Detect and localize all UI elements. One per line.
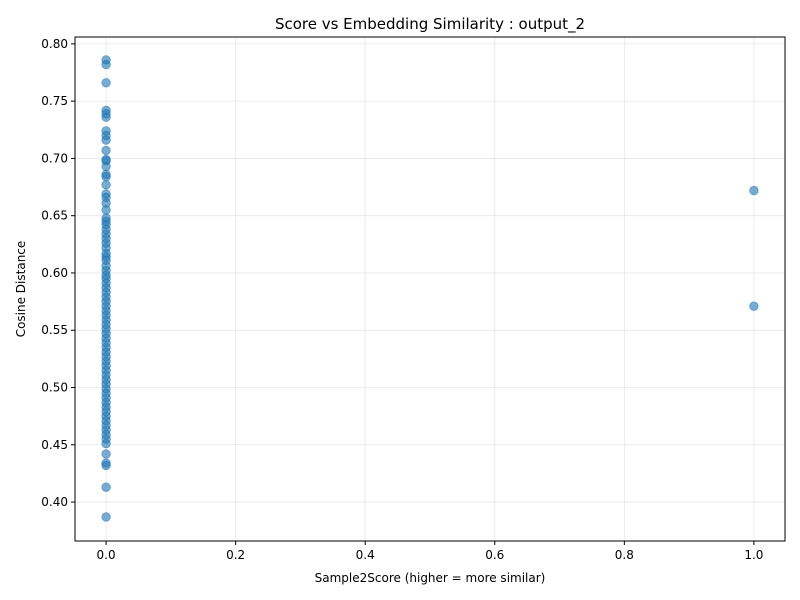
- data-point: [101, 161, 111, 172]
- x-tick-label: 0.6: [485, 548, 504, 562]
- data-point: [101, 180, 111, 190]
- data-point: [101, 59, 111, 70]
- data-point: [101, 512, 111, 522]
- y-tick-label: 0.40: [41, 495, 68, 509]
- grid-lines: [75, 37, 785, 541]
- data-point: [101, 172, 111, 182]
- y-tick-label: 0.55: [41, 323, 68, 337]
- y-tick-label: 0.75: [41, 94, 68, 108]
- x-tick-label: 0.8: [615, 548, 634, 562]
- data-point: [749, 301, 759, 311]
- y-tick-label: 0.45: [41, 438, 68, 452]
- data-point: [749, 185, 759, 196]
- data-point: [101, 460, 111, 471]
- data-point: [101, 145, 111, 156]
- y-tick-label: 0.50: [41, 381, 68, 395]
- x-axis-label: Sample2Score (higher = more similar): [315, 571, 546, 585]
- x-tick-label: 0.2: [226, 548, 245, 562]
- y-tick-label: 0.65: [41, 209, 68, 223]
- x-tick-label: 0.4: [356, 548, 375, 562]
- x-axis-ticks: 0.0 0.2 0.4 0.6 0.8 1.0: [97, 541, 763, 562]
- y-tick-label: 0.80: [41, 37, 68, 51]
- data-point: [101, 112, 111, 122]
- chart-title: Score vs Embedding Similarity : output_2: [275, 15, 585, 34]
- y-tick-label: 0.70: [41, 151, 68, 165]
- data-point: [101, 449, 111, 459]
- x-tick-label: 0.0: [97, 548, 116, 562]
- plot-frame: [74, 36, 786, 542]
- y-axis-label: Cosine Distance: [14, 241, 28, 338]
- data-point: [101, 438, 111, 449]
- x-tick-label: 1.0: [744, 548, 763, 562]
- data-points: [101, 55, 759, 522]
- data-point: [101, 78, 111, 88]
- data-point: [101, 205, 111, 215]
- y-tick-label: 0.60: [41, 266, 68, 280]
- y-axis-ticks: 0.40 0.45 0.50 0.55 0.60 0.65 0.70 0.75 0.80: [41, 37, 75, 509]
- data-point: [101, 482, 111, 492]
- data-point: [101, 135, 111, 145]
